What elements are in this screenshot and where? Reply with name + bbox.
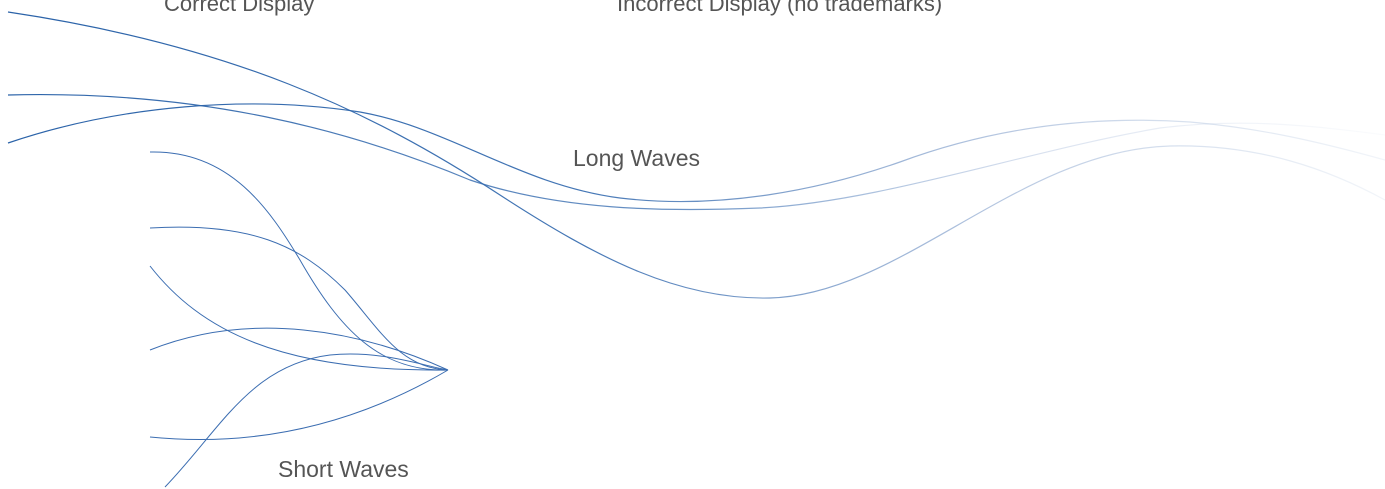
short-wave-line [149, 151, 449, 371]
short-wave-line [149, 226, 449, 371]
short-wave-line [164, 353, 449, 488]
incorrect-display-label: Incorrect Display (no trademarks) [617, 0, 943, 16]
long-wave-line [7, 11, 1385, 299]
short-wave-line [149, 369, 449, 440]
short-wave-line [149, 327, 449, 371]
short-waves-label: Short Waves [278, 456, 409, 482]
short-waves-group [149, 151, 449, 488]
short-wave-line [149, 265, 449, 371]
correct-display-label: Correct Display [164, 0, 315, 16]
long-wave-line [7, 93, 1385, 211]
long-waves-group [7, 11, 1385, 299]
long-waves-label: Long Waves [573, 145, 700, 171]
long-wave-line [7, 103, 1385, 203]
